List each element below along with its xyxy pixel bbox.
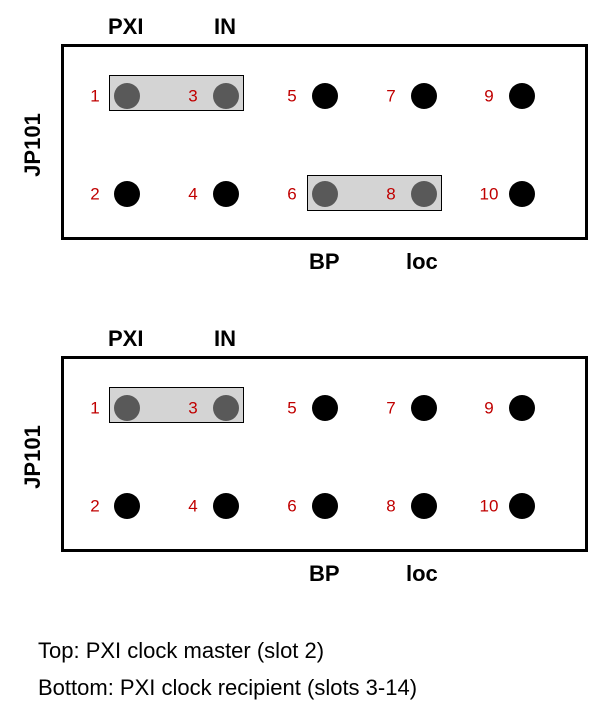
pin-number-3: 3 [188, 86, 198, 106]
pin-3 [213, 395, 239, 421]
pin-1 [114, 83, 140, 109]
jumper-diagram-top: PXI IN JP101 1 2 3 4 5 6 7 8 9 10 BP loc [0, 0, 591, 300]
pin-9 [509, 395, 535, 421]
jumper-block-label: JP101 [20, 113, 45, 177]
header-label-in: IN [214, 326, 236, 351]
pin-10 [509, 181, 535, 207]
pin-6 [312, 181, 338, 207]
pin-number-3: 3 [188, 398, 198, 418]
footer-label-bp: BP [309, 249, 340, 274]
header-label-pxi: PXI [108, 326, 144, 351]
pin-number-10: 10 [479, 184, 499, 204]
pin-2 [114, 181, 140, 207]
header-board: 1 2 3 4 5 6 7 8 9 10 [61, 44, 588, 240]
pin-number-8: 8 [386, 496, 396, 516]
pin-number-5: 5 [287, 86, 297, 106]
footer-label-loc: loc [406, 561, 438, 586]
pin-number-7: 7 [386, 398, 396, 418]
pin-10 [509, 493, 535, 519]
pin-4 [213, 493, 239, 519]
header-label-pxi: PXI [108, 14, 144, 39]
pin-6 [312, 493, 338, 519]
pin-8 [411, 493, 437, 519]
header-board: 1 2 3 4 5 6 7 8 9 10 [61, 356, 588, 552]
pin-8 [411, 181, 437, 207]
pin-number-2: 2 [90, 496, 100, 516]
pin-number-7: 7 [386, 86, 396, 106]
footer-label-loc: loc [406, 249, 438, 274]
header-label-in: IN [214, 14, 236, 39]
pin-number-8: 8 [386, 184, 396, 204]
caption-line-bottom: Bottom: PXI clock recipient (slots 3-14) [38, 675, 418, 700]
pin-number-9: 9 [484, 398, 494, 418]
pin-3 [213, 83, 239, 109]
pin-number-6: 6 [287, 184, 297, 204]
pin-9 [509, 83, 535, 109]
pin-number-6: 6 [287, 496, 297, 516]
pin-7 [411, 395, 437, 421]
pin-number-1: 1 [90, 86, 100, 106]
caption-line-top: Top: PXI clock master (slot 2) [38, 638, 325, 663]
pin-4 [213, 181, 239, 207]
pin-7 [411, 83, 437, 109]
footer-label-bp: BP [309, 561, 340, 586]
pin-number-1: 1 [90, 398, 100, 418]
pin-1 [114, 395, 140, 421]
jumper-block-label: JP101 [20, 425, 45, 489]
pin-number-5: 5 [287, 398, 297, 418]
pin-number-2: 2 [90, 184, 100, 204]
pin-5 [312, 395, 338, 421]
pin-number-4: 4 [188, 184, 198, 204]
pin-5 [312, 83, 338, 109]
pin-2 [114, 493, 140, 519]
pin-number-4: 4 [188, 496, 198, 516]
jumper-diagram-bottom: PXI IN JP101 1 2 3 4 5 6 7 8 9 10 BP loc [0, 312, 591, 612]
pin-number-10: 10 [479, 496, 499, 516]
pin-number-9: 9 [484, 86, 494, 106]
